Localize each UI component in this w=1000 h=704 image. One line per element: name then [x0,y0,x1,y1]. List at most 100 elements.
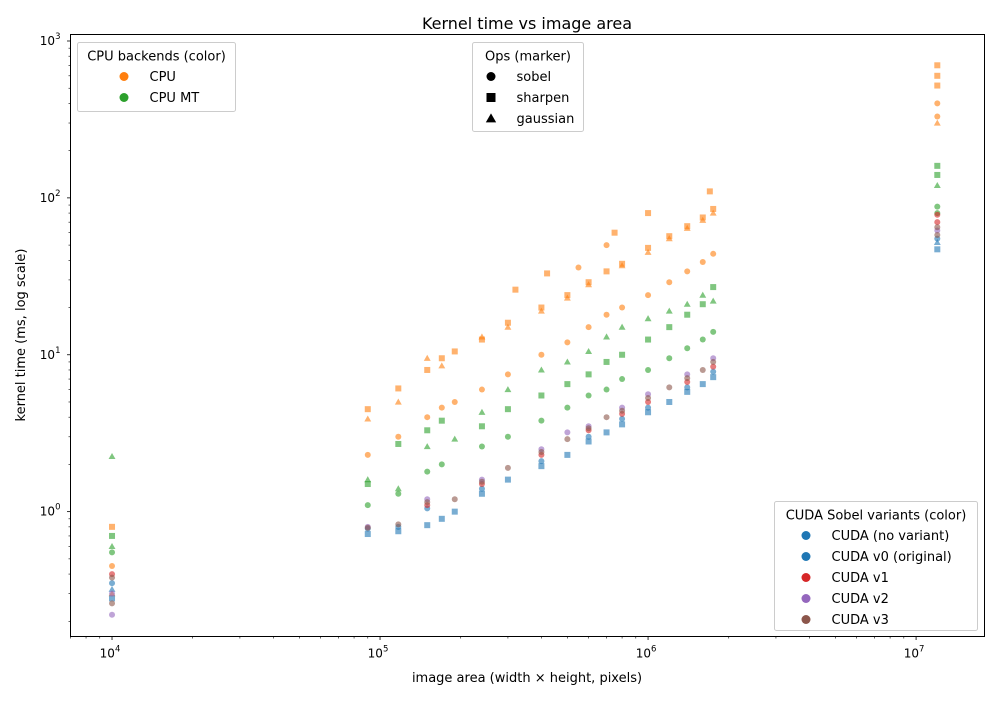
point-cuda-v3 [564,436,571,443]
point-cuda-v3 [619,407,626,414]
point-cuda-no-variant [934,246,941,253]
point-cpu [478,333,486,340]
legend-top-center: Ops (marker) sobel sharpen gaussian [472,42,584,132]
legend-label: sobel [517,70,552,85]
point-cuda-v1 [934,211,941,218]
point-cpu [934,62,941,69]
x-axis-label: image area (width × height, pixels) [412,671,642,686]
point-cpu-mt [478,408,486,415]
point-cpu-mt [423,443,431,450]
point-cpu [585,281,593,288]
x-tick-label: 105 [368,645,389,661]
point-cuda-v1 [710,363,717,370]
point-cpu-mt [619,351,626,358]
point-cpu-mt [395,440,402,447]
legend-frame [77,42,236,112]
point-cpu [603,242,610,249]
legend-label: CUDA (no variant) [832,529,950,544]
point-cuda-v3 [395,521,402,528]
point-cuda-v3 [109,574,116,581]
point-cuda-no-variant [699,381,706,388]
point-cuda-v3 [699,366,706,373]
point-cpu [934,100,941,107]
legend-marker [119,93,129,102]
plot-frame [70,34,985,637]
point-cuda-v3 [478,478,485,485]
point-cuda-v3 [424,499,431,506]
point-cpu-mt [537,366,545,373]
point-cuda-v0-original [710,368,717,375]
point-cpu [538,304,545,311]
point-cpu [438,355,445,362]
point-cpu [394,398,402,405]
legend-title: CUDA Sobel variants (color) [786,509,967,524]
legend-title: Ops (marker) [485,50,571,65]
point-cuda-no-variant [504,476,511,483]
point-cpu [109,523,116,530]
point-cpu [364,406,371,413]
legend-marker [486,72,496,81]
point-cuda-v3 [538,448,545,455]
point-cpu-mt [603,333,610,340]
y-tick-label: 102 [40,189,61,205]
point-cpu-mt [478,443,485,450]
legend-label: CUDA v2 [832,592,889,607]
legend-label: CUDA v3 [832,613,889,628]
point-cuda-v0-original [538,458,545,465]
point-cpu-mt [564,404,571,411]
point-cpu-mt [585,347,593,355]
point-cpu [575,264,582,271]
point-cpu [395,433,402,440]
point-cuda-v2 [109,611,116,618]
point-cpu-mt [108,452,116,459]
y-tick-label: 101 [40,346,61,362]
point-cpu [395,385,402,392]
point-cpu [504,371,511,378]
axis-ticks: 104 105 106 107 100 101 102 103 [40,32,925,661]
point-cuda-v3 [645,395,652,402]
point-cpu [603,311,610,318]
legend-marker [485,113,497,123]
point-cpu [699,259,706,266]
point-cuda-no-variant [478,490,485,497]
data-points [108,62,941,618]
legend-marker [801,615,811,624]
point-cpu [564,339,571,346]
point-cpu-mt [451,435,459,442]
point-cpu [611,229,618,236]
point-cpu-mt [394,485,402,492]
legend-label: gaussian [517,112,575,127]
point-cpu [109,563,116,570]
point-cuda-v0-original [585,433,592,440]
point-cuda-v3 [109,600,116,607]
point-cpu [537,307,545,314]
point-cpu [364,451,371,458]
legend-marker [801,552,811,561]
point-cpu-mt [424,468,431,475]
point-cpu-mt [504,406,511,413]
point-cpu [544,270,551,277]
point-cuda-v0-original [684,384,691,391]
point-cpu [699,216,707,223]
point-cpu [451,348,458,355]
point-cuda-v3 [934,224,941,231]
point-cpu [478,336,485,343]
point-cuda-v3 [585,425,592,432]
point-cpu [710,205,717,212]
point-cpu [512,286,519,293]
point-cpu [683,224,691,231]
point-cpu [504,319,511,326]
point-cpu [364,415,372,422]
point-cuda-no-variant [438,515,445,522]
x-tick-label: 107 [904,645,925,661]
point-cpu [933,119,941,126]
point-cuda-v1 [934,219,941,226]
point-cpu-mt [644,315,652,322]
point-cpu [934,113,941,120]
chart-title: Kernel time vs image area [422,14,632,33]
legend-title: CPU backends (color) [87,50,226,65]
point-cpu [603,268,610,275]
point-cuda-v3 [710,358,717,365]
point-cuda-no-variant [538,463,545,470]
x-tick-label: 106 [636,645,657,661]
